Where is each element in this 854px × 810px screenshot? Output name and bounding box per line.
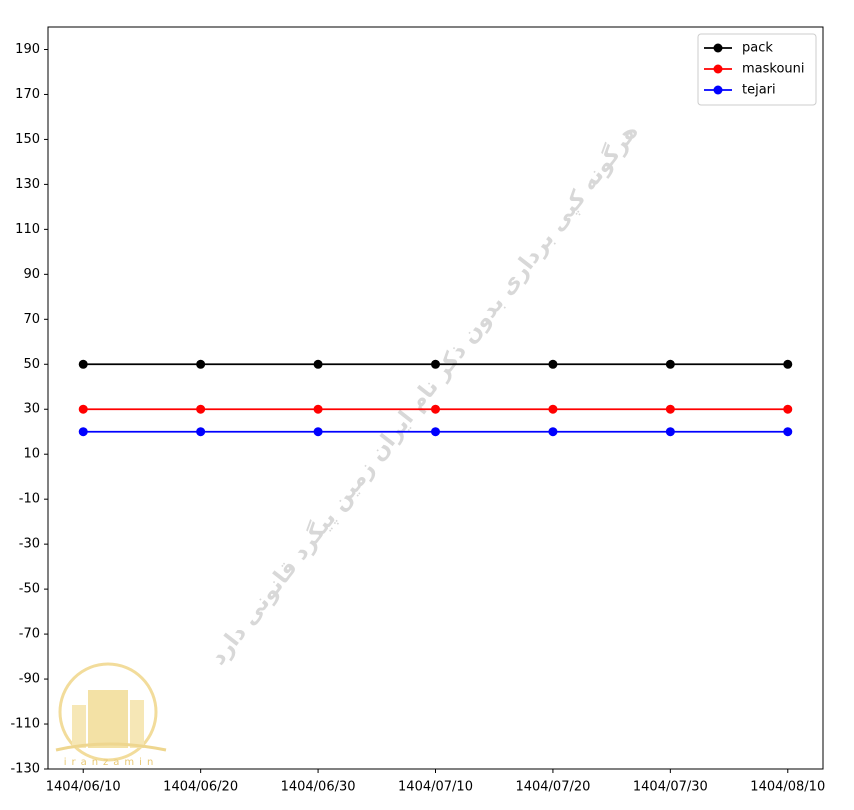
data-point: [783, 427, 793, 437]
data-point: [196, 404, 206, 414]
x-tick-label: 1404/07/10: [398, 780, 473, 795]
data-point: [665, 359, 675, 369]
x-tick-label: 1404/06/20: [163, 780, 238, 795]
legend-label: pack: [742, 41, 773, 56]
data-point: [196, 359, 206, 369]
y-tick-label: 150: [15, 132, 40, 147]
data-point: [665, 427, 675, 437]
legend-marker: [713, 64, 723, 74]
y-tick-label: -70: [19, 627, 40, 642]
y-tick-label: 170: [15, 87, 40, 102]
y-tick-label: 130: [15, 177, 40, 192]
legend-label: maskouni: [742, 62, 805, 77]
y-tick-label: 190: [15, 42, 40, 57]
data-point: [78, 427, 88, 437]
y-tick-label: 10: [23, 447, 40, 462]
data-point: [665, 404, 675, 414]
logo: [55, 662, 167, 762]
x-tick-label: 1404/06/10: [46, 780, 121, 795]
legend-marker: [713, 43, 723, 53]
y-tick-label: -130: [10, 762, 40, 777]
data-point: [548, 427, 558, 437]
y-tick-label: 70: [23, 312, 40, 327]
data-point: [431, 427, 440, 437]
data-point: [431, 359, 440, 369]
data-point: [313, 404, 323, 414]
data-point: [78, 404, 88, 414]
y-tick-label: 110: [15, 222, 40, 237]
legend-box: [697, 33, 817, 106]
data-point: [196, 427, 206, 437]
data-point: [431, 404, 440, 414]
x-tick-label: 1404/08/10: [750, 780, 825, 795]
y-tick-label: -90: [19, 672, 40, 687]
x-tick-label: 1404/07/30: [633, 780, 708, 795]
y-tick-label: -30: [19, 537, 40, 552]
data-point: [783, 404, 793, 414]
y-tick-label: 50: [23, 357, 40, 372]
watermark: هرگونه کپی برداری بدون ذکر نام ایران زمی…: [204, 118, 643, 670]
legend-marker: [713, 85, 723, 95]
y-tick-label: -110: [10, 717, 40, 732]
x-tick-label: 1404/06/30: [281, 780, 356, 795]
logo-text: iranzamin: [64, 757, 159, 768]
data-point: [313, 359, 323, 369]
data-point: [78, 359, 88, 369]
data-point: [313, 427, 323, 437]
y-tick-label: -10: [19, 492, 40, 507]
y-tick-label: 90: [23, 267, 40, 282]
data-point: [783, 359, 793, 369]
x-tick-label: 1404/07/20: [515, 780, 590, 795]
legend-label: tejari: [742, 83, 776, 98]
y-tick-label: -50: [19, 582, 40, 597]
y-tick-label: 30: [23, 402, 40, 417]
data-point: [548, 359, 558, 369]
data-point: [548, 404, 558, 414]
